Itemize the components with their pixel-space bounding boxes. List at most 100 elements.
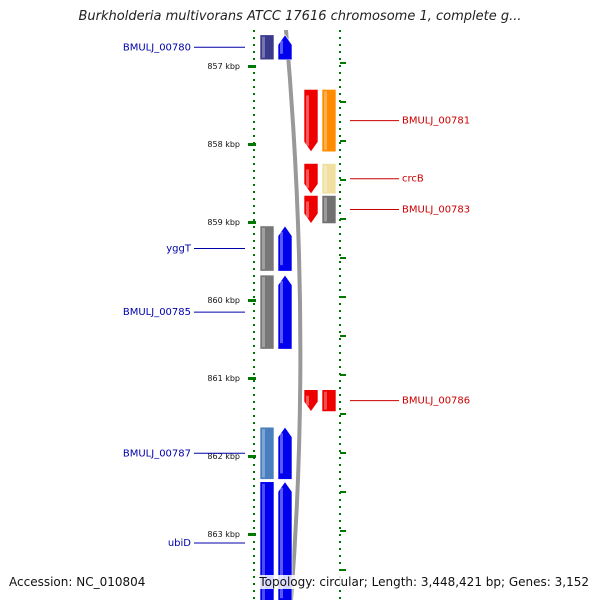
strand-dot (339, 324, 341, 326)
strand-dot (253, 338, 255, 340)
gene-label[interactable]: ubiD (168, 538, 191, 549)
strand-dot (253, 184, 255, 186)
gene-arrow[interactable] (303, 389, 319, 413)
cog-highlight (262, 277, 265, 348)
strand-dot (253, 366, 255, 368)
track-tick (340, 569, 346, 571)
strand-dot (253, 44, 255, 46)
strand-dot (253, 422, 255, 424)
strand-dot (253, 128, 255, 130)
strand-dot (253, 310, 255, 312)
strand-dot (339, 597, 341, 599)
strand-dot (253, 562, 255, 564)
cog-box[interactable] (259, 34, 275, 61)
cog-highlight (262, 429, 265, 478)
cog-box[interactable] (259, 481, 275, 600)
strand-dot (253, 296, 255, 298)
gene-label[interactable]: BMULJ_00785 (123, 307, 191, 318)
gene-highlight (306, 395, 309, 406)
cog-box[interactable] (321, 389, 337, 412)
strand-dot (253, 345, 255, 347)
strand-dot (253, 408, 255, 410)
gene-label[interactable]: BMULJ_00780 (123, 42, 191, 53)
strand-dot (253, 240, 255, 242)
gene-arrow[interactable] (277, 426, 293, 480)
gene-arrow[interactable] (277, 34, 293, 61)
ruler-tick (248, 299, 256, 302)
strand-dot (339, 156, 341, 158)
track-tick (340, 62, 346, 64)
strand-dot (339, 394, 341, 396)
cog-box[interactable] (321, 89, 337, 153)
cog-highlight (324, 91, 327, 150)
strand-dot (253, 37, 255, 39)
strand-dot (253, 86, 255, 88)
strand-dot (339, 142, 341, 144)
cog-box[interactable] (259, 225, 275, 272)
cog-box[interactable] (321, 195, 337, 224)
ruler-label: 858 kbp (207, 140, 240, 149)
strand-dot (253, 58, 255, 60)
strand-dot (339, 408, 341, 410)
strand-dot (253, 527, 255, 529)
strand-dot (339, 149, 341, 151)
strand-dot (253, 443, 255, 445)
strand-dot (253, 583, 255, 585)
strand-dot (253, 576, 255, 578)
strand-dot (253, 590, 255, 592)
cog-highlight (324, 391, 327, 410)
cog-box[interactable] (259, 426, 275, 480)
strand-dot (253, 233, 255, 235)
ruler-label: 863 kbp (207, 530, 240, 539)
strand-dot (253, 373, 255, 375)
gene-arrow[interactable] (303, 195, 319, 225)
strand-dot (253, 506, 255, 508)
gene-arrow[interactable] (277, 274, 293, 350)
strand-dot (253, 100, 255, 102)
cog-highlight (262, 227, 265, 270)
strand-dot (339, 72, 341, 74)
strand-dot (339, 121, 341, 123)
strand-dot (339, 212, 341, 214)
gene-features (259, 34, 337, 600)
strand-dot (339, 37, 341, 39)
track-tick (340, 374, 346, 376)
strand-dot (253, 548, 255, 550)
strand-dot (339, 261, 341, 263)
gene-arrow[interactable] (277, 225, 293, 272)
strand-dot (253, 520, 255, 522)
strand-dot (339, 51, 341, 53)
gene-arrow[interactable] (277, 481, 293, 600)
strand-dot (339, 114, 341, 116)
cog-box[interactable] (321, 163, 337, 195)
strand-dot (253, 541, 255, 543)
strand-dot (339, 450, 341, 452)
gene-label[interactable]: BMULJ_00783 (402, 205, 470, 216)
strand-dot (339, 464, 341, 466)
strand-dot (253, 429, 255, 431)
strand-dot (339, 499, 341, 501)
gene-label[interactable]: BMULJ_00787 (123, 448, 191, 459)
gene-label[interactable]: crcB (402, 174, 424, 185)
cog-highlight (262, 483, 265, 600)
cog-box[interactable] (259, 274, 275, 350)
gene-label[interactable]: BMULJ_00786 (402, 396, 470, 407)
strand-dot (339, 422, 341, 424)
strand-dot (339, 79, 341, 81)
gene-arrow[interactable] (303, 163, 319, 195)
strand-dot (339, 534, 341, 536)
gene-labels: BMULJ_00780 BMULJ_00781 crcB BMULJ_00783ygg… (123, 42, 470, 549)
gene-label[interactable]: yggT (166, 244, 192, 255)
strand-dot (253, 205, 255, 207)
ruler-tick (248, 221, 256, 224)
strand-dot (339, 86, 341, 88)
strand-dot (339, 65, 341, 67)
gene-arrow[interactable] (303, 89, 319, 153)
strand-dot (253, 401, 255, 403)
gene-label[interactable]: BMULJ_00781 (402, 116, 470, 127)
ruler-label: 861 kbp (207, 374, 240, 383)
strand-dot (339, 317, 341, 319)
track-tick (340, 140, 346, 142)
strand-dot (253, 226, 255, 228)
strand-dot (339, 345, 341, 347)
